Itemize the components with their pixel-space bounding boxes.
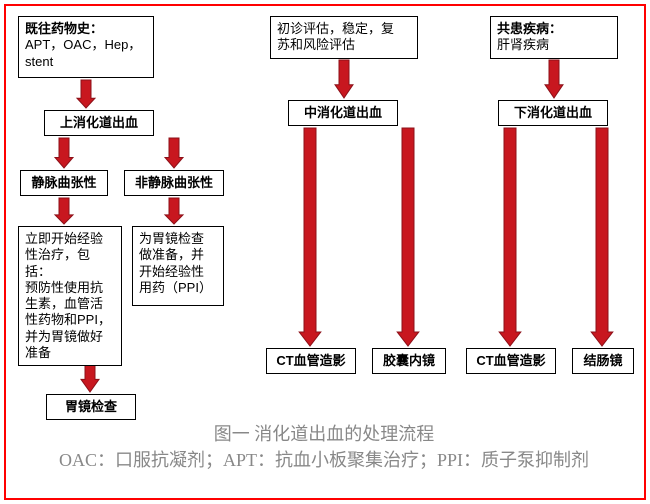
node-n1: 既往药物史：APT，OAC，Hep，stent [18, 16, 154, 78]
node-n5: 中消化道出血 [288, 100, 398, 126]
node-n12: 胶囊内镜 [372, 348, 446, 374]
caption: 图一 消化道出血的处理流程 OAC：口服抗凝剂；APT：抗血小板聚集治疗；PPI… [8, 420, 640, 472]
caption-line2: OAC：口服抗凝剂；APT：抗血小板聚集治疗；PPI：质子泵抑制剂 [8, 446, 640, 472]
node-n14: 结肠镜 [572, 348, 634, 374]
node-n9: 立即开始经验性治疗，包括：预防性使用抗生素，血管活性药物和PPI，并为胃镜做好准… [18, 226, 122, 366]
node-n2: 初诊评估，稳定，复苏和风险评估 [270, 16, 418, 59]
node-n7: 静脉曲张性 [20, 170, 108, 196]
node-n3: 共患疾病：肝肾疾病 [490, 16, 618, 59]
caption-line1: 图一 消化道出血的处理流程 [8, 420, 640, 446]
node-n11: CT血管造影 [266, 348, 356, 374]
node-n6: 下消化道出血 [498, 100, 608, 126]
node-n15: 胃镜检查 [46, 394, 136, 420]
node-n8: 非静脉曲张性 [124, 170, 224, 196]
node-n10: 为胃镜检查做准备，并开始经验性用药（PPI） [132, 226, 224, 306]
node-n13: CT血管造影 [466, 348, 556, 374]
node-n4: 上消化道出血 [44, 110, 154, 136]
